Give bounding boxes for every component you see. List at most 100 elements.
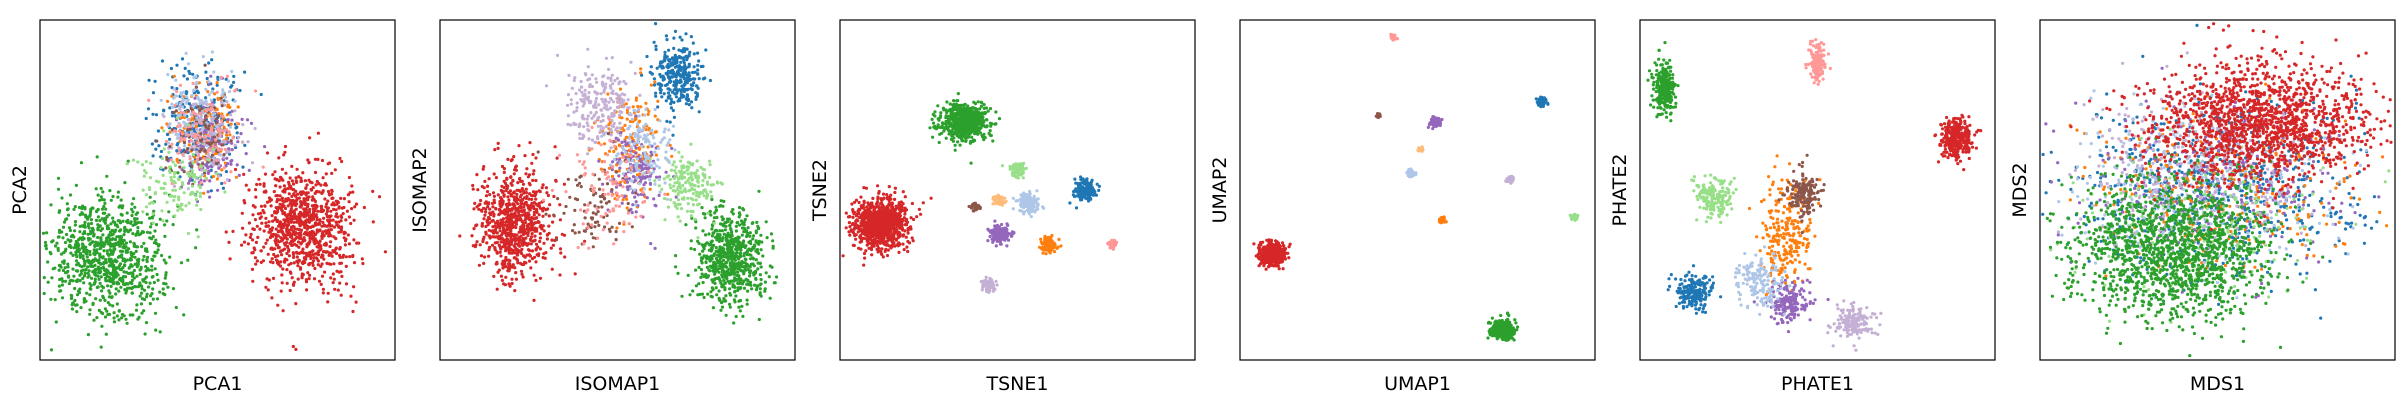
data-point [101, 190, 105, 194]
data-point [288, 198, 292, 202]
data-point [501, 202, 505, 206]
data-point [327, 214, 331, 218]
data-point [264, 285, 268, 289]
data-point [193, 96, 197, 100]
data-point [314, 213, 318, 217]
data-point [496, 141, 500, 145]
data-point [166, 99, 170, 103]
data-point [136, 259, 141, 263]
data-point [725, 272, 729, 277]
data-point [598, 130, 602, 135]
data-point [136, 160, 140, 164]
data-point [525, 167, 529, 171]
data-point [319, 204, 324, 208]
data-point [689, 77, 693, 82]
data-point [71, 279, 75, 283]
data-point [511, 265, 515, 269]
data-point [276, 206, 280, 210]
data-point [663, 53, 667, 57]
data-point [487, 228, 491, 232]
data-point [168, 137, 172, 141]
data-point [133, 205, 137, 209]
data-point [720, 264, 724, 268]
data-point [712, 260, 716, 265]
data-point [491, 205, 495, 209]
data-point [72, 207, 76, 211]
data-point [82, 224, 86, 229]
data-point [710, 266, 714, 270]
data-point [585, 117, 589, 121]
data-point [74, 245, 78, 249]
data-point [161, 287, 165, 291]
data-point [235, 163, 239, 167]
data-point [155, 297, 160, 301]
data-point [183, 124, 187, 128]
data-point [715, 215, 719, 220]
data-point [228, 105, 232, 109]
data-point [159, 186, 163, 190]
data-point [282, 153, 286, 157]
data-point [89, 264, 93, 268]
data-point [307, 277, 311, 281]
data-point [724, 261, 729, 265]
data-point [108, 291, 112, 295]
data-point [190, 144, 194, 148]
data-point [707, 248, 712, 252]
data-point [520, 179, 524, 183]
data-point [600, 82, 604, 86]
data-point [177, 198, 181, 202]
data-point [529, 219, 533, 223]
data-point [290, 225, 294, 229]
data-point [634, 98, 638, 102]
data-point [195, 150, 199, 154]
data-point [105, 236, 109, 240]
data-point [67, 282, 71, 286]
data-point [311, 186, 315, 190]
data-point [618, 104, 622, 108]
data-point [128, 286, 132, 290]
data-point [668, 58, 672, 62]
data-point [74, 252, 78, 257]
data-point [171, 287, 176, 291]
data-point [601, 118, 605, 123]
data-point [609, 78, 613, 82]
data-point [730, 230, 734, 234]
data-point [219, 96, 223, 100]
data-point [659, 75, 663, 79]
data-point [550, 238, 554, 242]
data-point [92, 269, 96, 273]
data-point [285, 237, 289, 241]
data-point [163, 223, 167, 227]
data-point [253, 126, 257, 131]
data-point [165, 200, 169, 204]
data-point [668, 77, 672, 81]
data-point [674, 75, 678, 79]
data-point [484, 194, 489, 198]
data-point [121, 245, 125, 249]
data-point [276, 303, 280, 307]
data-point [718, 235, 722, 239]
data-point [131, 232, 135, 236]
data-point [304, 251, 308, 255]
data-point [216, 136, 220, 140]
data-point [109, 284, 113, 288]
data-point [601, 114, 605, 118]
data-point [180, 100, 184, 104]
data-point [690, 216, 694, 220]
data-point [214, 124, 218, 128]
data-point [142, 309, 146, 313]
data-point [708, 78, 713, 83]
data-point [304, 208, 308, 212]
data-point [303, 260, 307, 265]
data-point [53, 244, 58, 248]
data-point [702, 295, 706, 300]
data-point [530, 257, 535, 261]
data-point [513, 168, 517, 172]
data-point [341, 253, 346, 257]
data-point [616, 93, 620, 97]
data-point [471, 187, 475, 191]
data-point [654, 91, 658, 95]
data-point [329, 240, 333, 244]
data-point [295, 167, 299, 171]
data-point [223, 147, 227, 152]
